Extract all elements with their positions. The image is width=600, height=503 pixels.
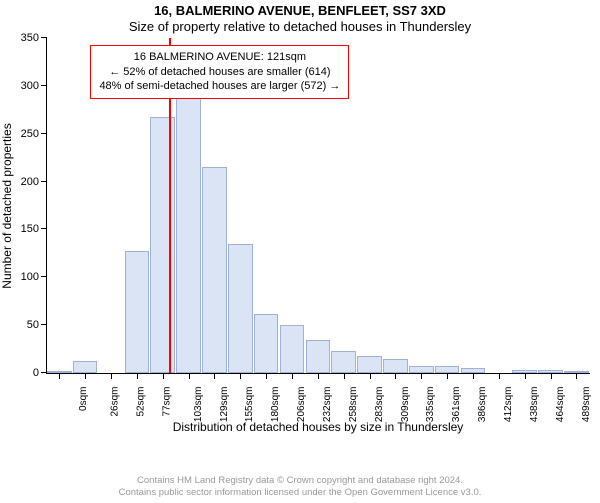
y-tick-label: 250 xyxy=(21,128,47,140)
y-tick-label: 200 xyxy=(21,176,47,188)
plot-area: Number of detached properties 16 BALMERI… xyxy=(46,38,590,374)
x-tick-label: 129sqm xyxy=(219,387,230,423)
x-tick xyxy=(214,373,215,379)
x-tick xyxy=(266,373,267,379)
x-tick xyxy=(551,373,552,379)
histogram-bar xyxy=(435,366,460,373)
x-tick-label: 180sqm xyxy=(270,387,281,423)
x-tick xyxy=(395,373,396,379)
x-tick-label: 361sqm xyxy=(451,387,462,423)
histogram-bar xyxy=(150,117,175,374)
x-tick xyxy=(240,373,241,379)
histogram-bar xyxy=(357,356,382,373)
x-tick xyxy=(189,373,190,379)
x-tick xyxy=(163,373,164,379)
histogram-bar xyxy=(306,340,331,374)
x-tick-label: 283sqm xyxy=(374,387,385,423)
x-tick-label: 489sqm xyxy=(581,387,592,423)
histogram-bar xyxy=(228,244,253,373)
x-tick-label: 258sqm xyxy=(348,387,359,423)
x-tick-label: 412sqm xyxy=(503,387,514,423)
histogram-bar xyxy=(383,359,408,373)
x-tick-label: 103sqm xyxy=(193,387,204,423)
x-tick xyxy=(525,373,526,379)
x-axis-label: Distribution of detached houses by size … xyxy=(46,420,590,434)
annotation-line: 48% of semi-detached houses are larger (… xyxy=(99,79,340,94)
page-title: 16, BALMERINO AVENUE, BENFLEET, SS7 3XD xyxy=(0,3,600,18)
x-tick-label: 155sqm xyxy=(245,387,256,423)
annotation-box: 16 BALMERINO AVENUE: 121sqm← 52% of deta… xyxy=(90,45,349,100)
histogram-bar xyxy=(254,314,279,373)
annotation-line: ← 52% of detached houses are smaller (61… xyxy=(99,65,340,80)
y-tick-label: 100 xyxy=(21,271,47,283)
x-tick-label: 309sqm xyxy=(400,387,411,423)
x-tick-label: 335sqm xyxy=(426,387,437,423)
footer: Contains HM Land Registry data © Crown c… xyxy=(0,475,600,499)
x-tick xyxy=(85,373,86,379)
x-tick xyxy=(344,373,345,379)
histogram-bar xyxy=(409,366,434,373)
x-tick xyxy=(473,373,474,379)
x-tick xyxy=(421,373,422,379)
x-tick-label: 77sqm xyxy=(161,387,172,417)
y-tick-label: 0 xyxy=(33,367,47,379)
x-tick xyxy=(318,373,319,379)
x-tick-label: 26sqm xyxy=(110,387,121,417)
x-tick-label: 438sqm xyxy=(529,387,540,423)
annotation-line: 16 BALMERINO AVENUE: 121sqm xyxy=(99,50,340,65)
x-tick-label: 52sqm xyxy=(136,387,147,417)
x-tick xyxy=(59,373,60,379)
histogram-bar xyxy=(176,98,201,373)
y-axis-label: Number of detached properties xyxy=(0,123,14,288)
x-tick xyxy=(447,373,448,379)
y-tick-label: 150 xyxy=(21,223,47,235)
x-tick xyxy=(499,373,500,379)
x-tick-label: 464sqm xyxy=(555,387,566,423)
x-tick xyxy=(137,373,138,379)
x-tick-label: 386sqm xyxy=(477,387,488,423)
page-subtitle: Size of property relative to detached ho… xyxy=(0,19,600,34)
y-tick-label: 50 xyxy=(27,319,47,331)
histogram-bar xyxy=(202,167,227,373)
x-tick xyxy=(111,373,112,379)
x-tick xyxy=(576,373,577,379)
histogram-bar xyxy=(280,325,305,373)
histogram-bar xyxy=(73,361,98,373)
histogram-bar xyxy=(125,251,150,374)
y-tick-label: 300 xyxy=(21,80,47,92)
chart-container: Number of detached properties 16 BALMERI… xyxy=(46,38,590,418)
histogram-bar xyxy=(331,351,356,373)
y-tick-label: 350 xyxy=(21,32,47,44)
x-tick xyxy=(370,373,371,379)
x-tick-label: 232sqm xyxy=(322,387,333,423)
footer-line-1: Contains HM Land Registry data © Crown c… xyxy=(0,475,600,487)
x-tick-label: 206sqm xyxy=(296,387,307,423)
x-tick xyxy=(292,373,293,379)
x-tick-label: 0sqm xyxy=(78,387,89,411)
footer-line-2: Contains public sector information licen… xyxy=(0,487,600,499)
